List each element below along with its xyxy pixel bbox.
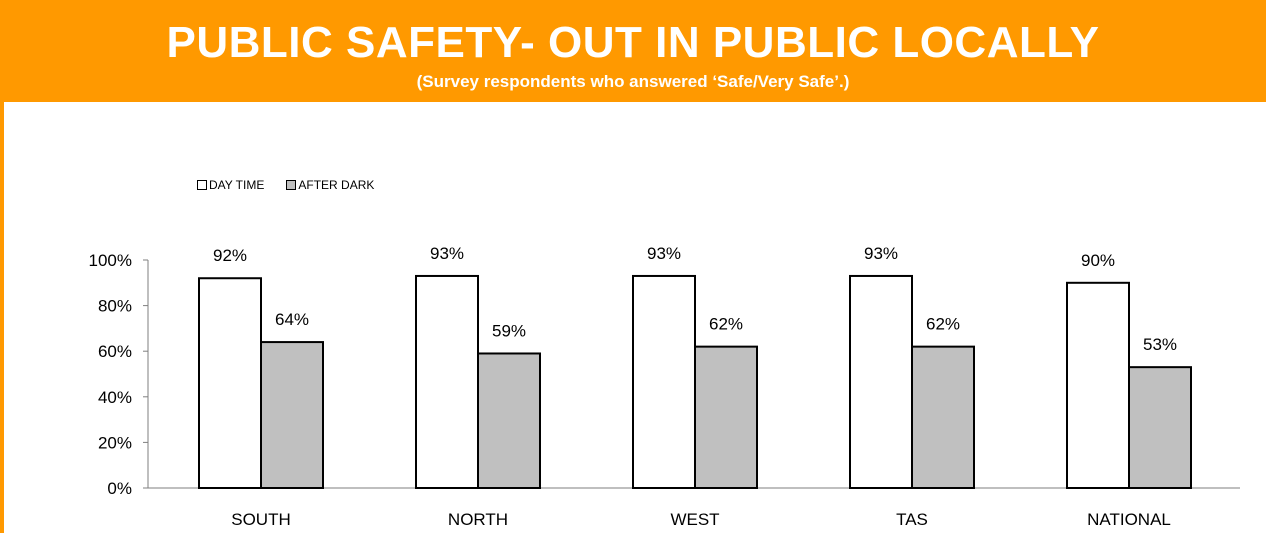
bar-day-time	[849, 274, 913, 489]
legend: DAY TIME AFTER DARK	[197, 178, 396, 192]
frame-left-border	[0, 102, 4, 533]
data-label-day-time: 93%	[647, 244, 681, 263]
bar-day-time	[1066, 281, 1130, 489]
y-tick-label: 0%	[107, 479, 132, 498]
y-tick-label: 100%	[89, 251, 132, 270]
chart-title: PUBLIC SAFETY- OUT IN PUBLIC LOCALLY	[166, 18, 1100, 67]
data-label-after-dark: 62%	[926, 315, 960, 334]
x-category-label: NATIONAL	[1087, 510, 1171, 529]
bar-day-time	[415, 274, 479, 489]
data-label-day-time: 93%	[430, 244, 464, 263]
data-label-after-dark: 59%	[492, 321, 526, 340]
x-category-label: SOUTH	[231, 510, 291, 529]
bar-after-dark	[1128, 366, 1192, 489]
chart-subtitle: (Survey respondents who answered ‘Safe/V…	[416, 72, 850, 91]
x-category-label: TAS	[896, 510, 928, 529]
data-label-after-dark: 64%	[275, 310, 309, 329]
y-tick-label: 80%	[98, 297, 132, 316]
legend-label-after-dark: AFTER DARK	[298, 178, 375, 192]
bar-day-time	[632, 274, 696, 489]
legend-item-after-dark: AFTER DARK	[286, 178, 374, 192]
y-tick-label: 20%	[98, 433, 132, 452]
data-label-day-time: 90%	[1081, 251, 1115, 270]
data-label-after-dark: 62%	[709, 315, 743, 334]
bar-day-time	[198, 277, 262, 489]
data-label-day-time: 92%	[213, 246, 247, 265]
bar-after-dark	[477, 352, 541, 490]
bar-after-dark	[911, 345, 975, 490]
bar-after-dark	[694, 345, 758, 490]
legend-item-day-time: DAY TIME	[197, 178, 264, 192]
y-tick-label: 40%	[98, 388, 132, 407]
legend-label-day-time: DAY TIME	[209, 178, 265, 192]
title-banner: PUBLIC SAFETY- OUT IN PUBLIC LOCALLY (Su…	[0, 0, 1266, 102]
legend-swatch-after-dark	[286, 180, 297, 190]
bar-after-dark	[260, 341, 324, 489]
legend-swatch-day-time	[197, 180, 207, 190]
x-category-label: WEST	[670, 510, 719, 529]
y-tick-label: 60%	[98, 342, 132, 361]
data-label-day-time: 93%	[864, 244, 898, 263]
x-category-label: NORTH	[448, 510, 508, 529]
data-label-after-dark: 53%	[1143, 335, 1177, 354]
